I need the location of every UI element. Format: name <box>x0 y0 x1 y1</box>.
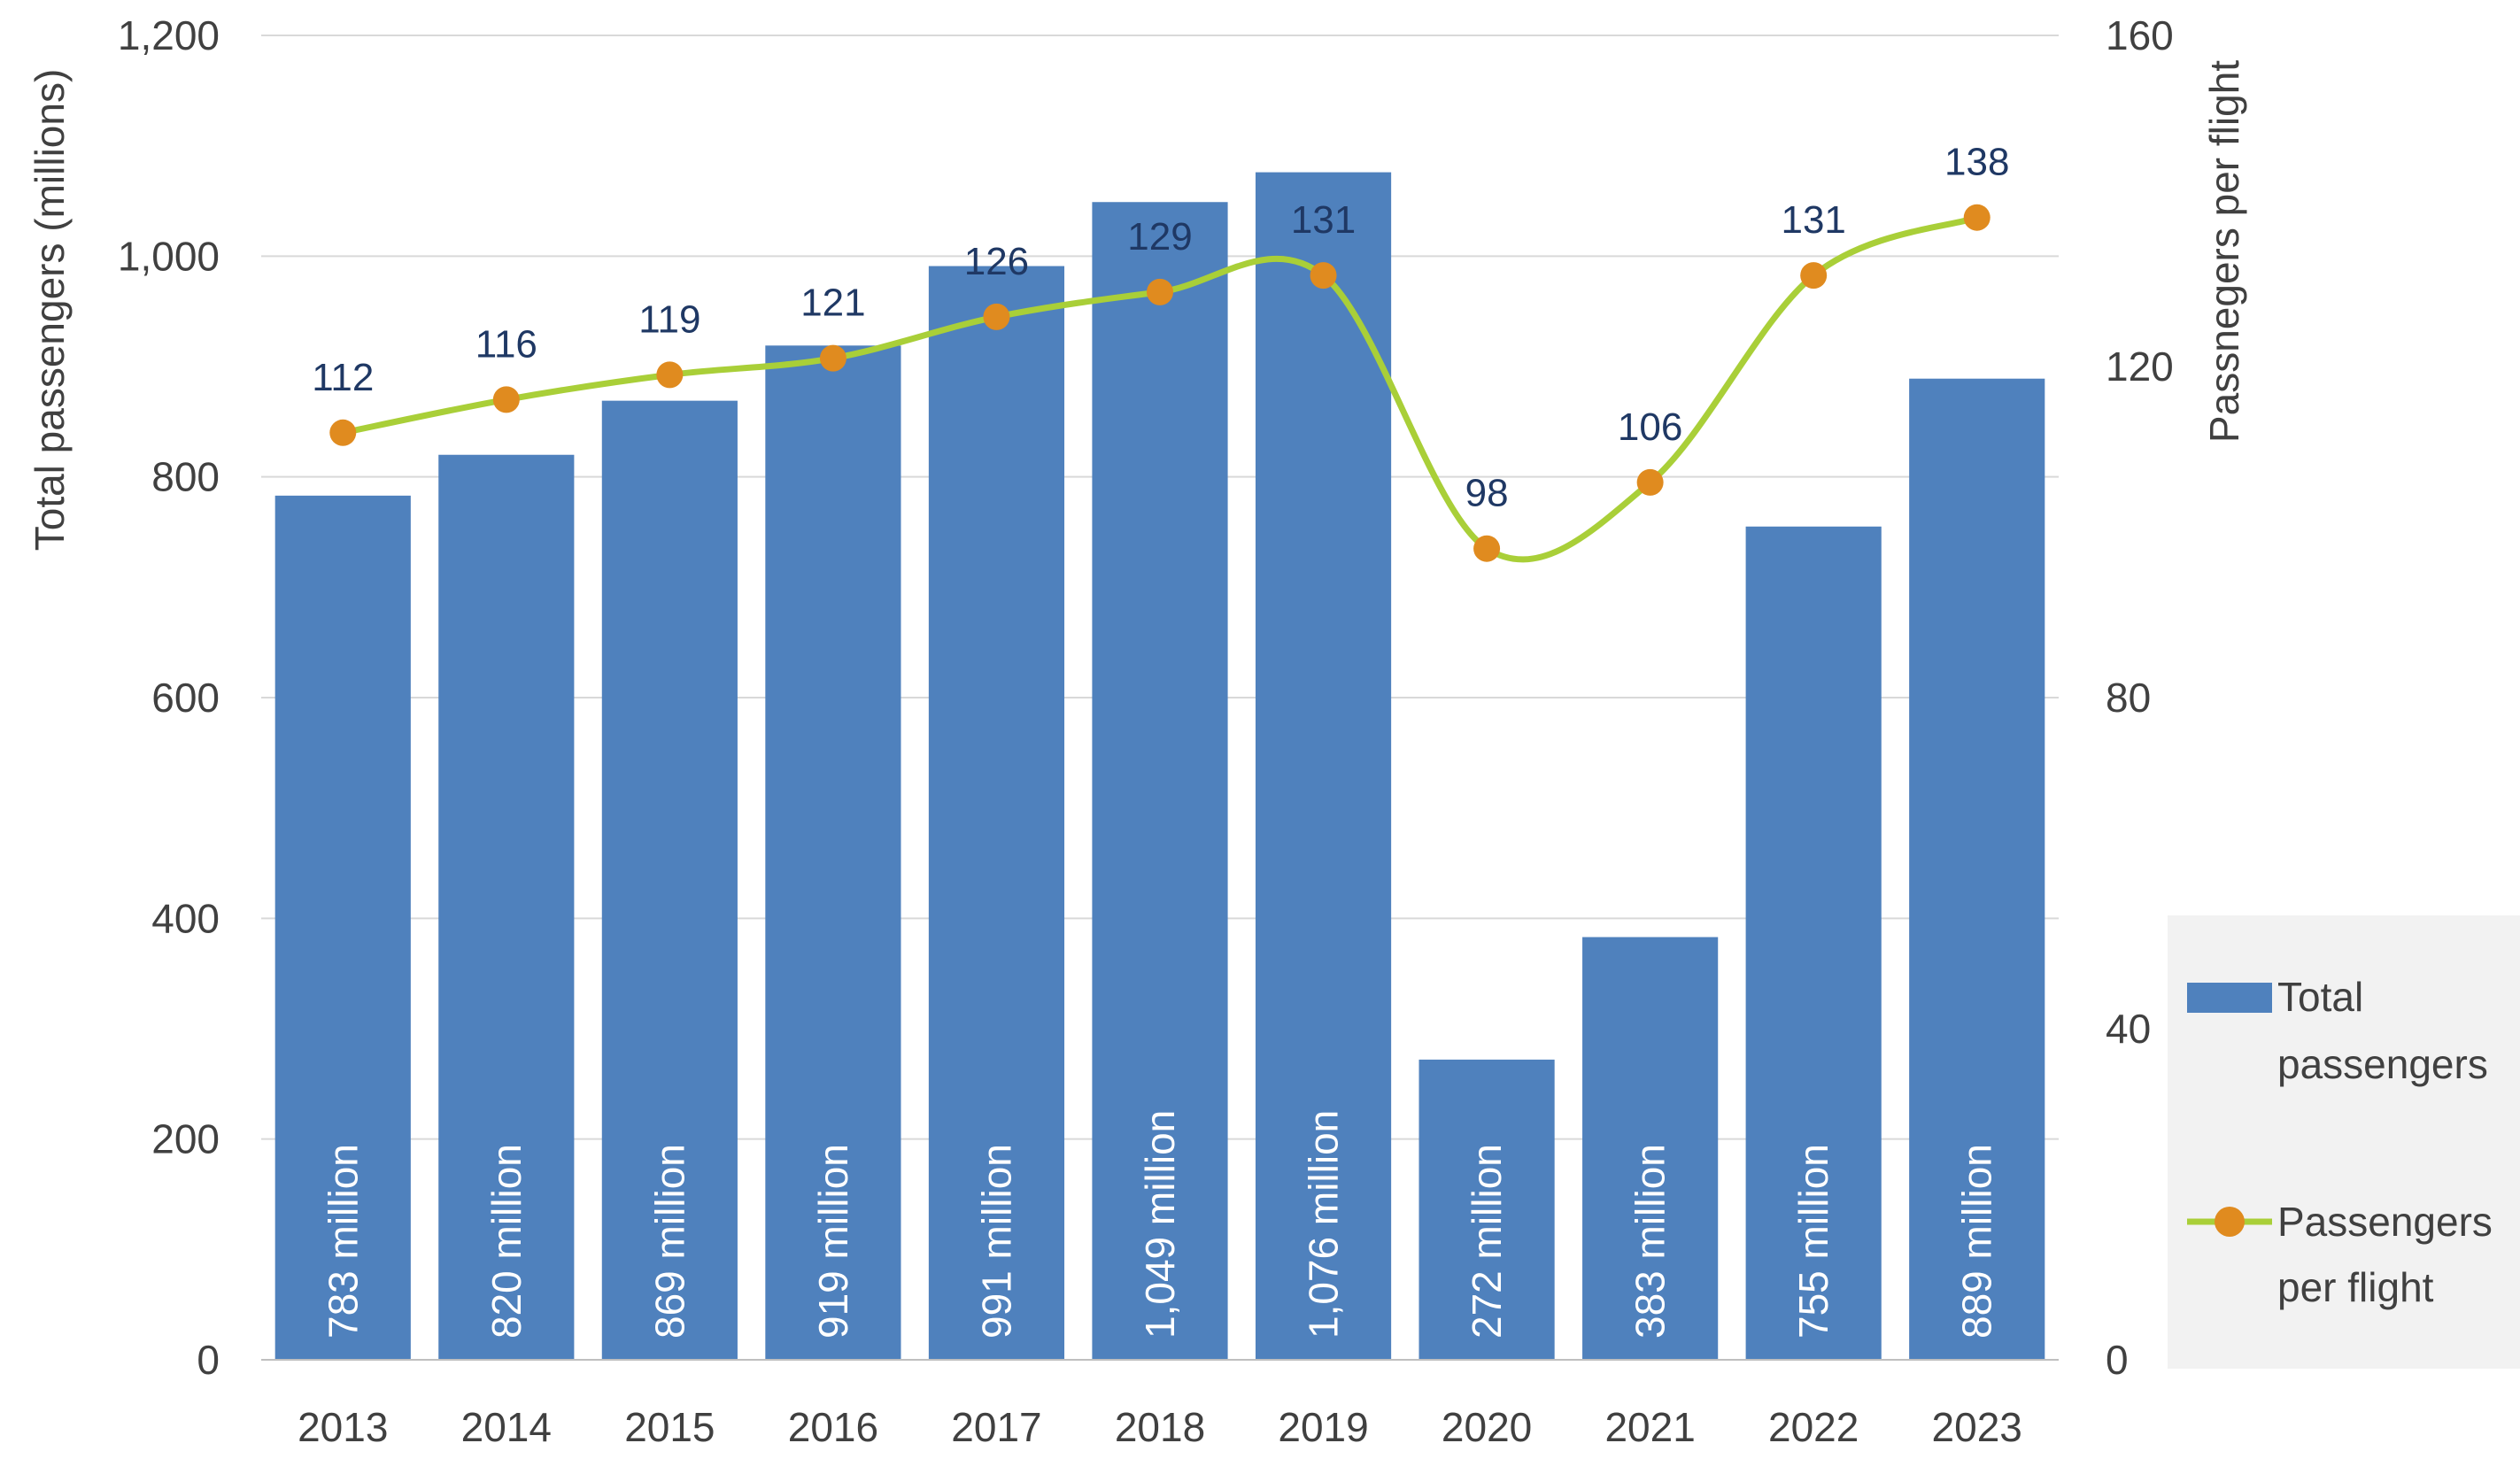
line-series <box>329 204 1990 563</box>
bar-data-labels: 783 million 820 million 869 million 919 mil… <box>320 1110 1999 1339</box>
legend-swatch-marker <box>2215 1207 2245 1237</box>
line-point-2020 <box>1473 535 1501 562</box>
left-tick-label: 200 <box>151 1116 220 1162</box>
bar-data-label: 1,049 million <box>1137 1110 1183 1339</box>
left-tick-label: 800 <box>151 454 220 500</box>
line-point-2014 <box>492 386 520 413</box>
right-tick-label: 80 <box>2106 675 2151 721</box>
line-data-label: 119 <box>638 297 700 341</box>
line-data-label: 126 <box>964 240 1029 283</box>
right-axis-title: Passnegers per flight <box>2201 60 2247 443</box>
x-tick-label: 2019 <box>1278 1404 1368 1450</box>
bar-data-label: 1,076 million <box>1301 1110 1347 1339</box>
bar-2014 <box>438 454 575 1360</box>
left-tick-label: 400 <box>151 895 220 941</box>
line-data-label: 131 <box>1781 198 1845 242</box>
x-tick-label: 2017 <box>951 1404 1041 1450</box>
left-tick-label: 1,000 <box>118 233 220 279</box>
bar-2017 <box>928 266 1065 1360</box>
legend-label-passengers-per-flight-line2: per flight <box>2277 1264 2434 1310</box>
left-tick-label: 0 <box>197 1337 220 1383</box>
line-path <box>342 214 1978 563</box>
x-tick-label: 2023 <box>1932 1404 2022 1450</box>
bar-data-label: 755 million <box>1790 1144 1836 1339</box>
line-point-2023 <box>1963 204 1990 231</box>
left-tick-label: 600 <box>151 675 220 721</box>
line-point-2019 <box>1310 262 1337 289</box>
left-axis-ticks: 0 200 400 600 800 1,000 1,200 <box>118 12 220 1383</box>
x-tick-label: 2016 <box>788 1404 878 1450</box>
line-data-label: 129 <box>1127 215 1192 259</box>
line-point-2021 <box>1636 468 1664 496</box>
bar-2015 <box>601 400 738 1360</box>
line-data-label: 106 <box>1618 405 1682 449</box>
x-tick-label: 2013 <box>298 1404 388 1450</box>
line-data-label: 116 <box>475 322 537 366</box>
bar-2016 <box>765 345 901 1360</box>
bar-data-label: 889 million <box>1954 1144 2000 1339</box>
right-tick-label: 120 <box>2106 343 2174 390</box>
bar-data-label: 869 million <box>646 1144 692 1339</box>
right-tick-label: 40 <box>2106 1006 2151 1052</box>
x-tick-label: 2022 <box>1768 1404 1859 1450</box>
bar-2020 <box>1418 1059 1555 1360</box>
right-tick-label: 0 <box>2106 1337 2129 1383</box>
line-data-labels: 112 116 119 121 126 129 131 98 106 131 138 <box>312 141 2009 515</box>
right-axis-ticks: 0 40 80 120 160 <box>2106 12 2174 1383</box>
right-tick-label: 160 <box>2106 12 2174 58</box>
bar-2013 <box>274 495 411 1360</box>
x-tick-label: 2020 <box>1442 1404 1532 1450</box>
line-data-label: 121 <box>800 282 865 325</box>
line-point-2017 <box>983 303 1010 330</box>
x-tick-label: 2015 <box>624 1404 715 1450</box>
bar-data-label: 820 million <box>483 1144 530 1339</box>
bar-data-label: 383 million <box>1627 1144 1674 1339</box>
line-point-2013 <box>329 419 357 446</box>
line-point-2018 <box>1147 278 1173 305</box>
line-data-label: 138 <box>1944 141 2009 184</box>
bar-series <box>274 172 2045 1360</box>
x-axis-ticks: 2013 2014 2015 2016 2017 2018 2019 2020 2021 2022… <box>298 1404 2022 1450</box>
legend-swatch-total-passengers <box>2187 983 2272 1013</box>
bar-data-label: 919 million <box>810 1144 856 1339</box>
line-data-label: 112 <box>312 356 374 399</box>
bar-2023 <box>1909 378 2045 1360</box>
legend-label-passengers-per-flight-line1: Passengers <box>2277 1199 2493 1245</box>
bar-2018 <box>1092 202 1228 1360</box>
line-point-2015 <box>656 361 684 389</box>
line-point-2022 <box>1800 262 1828 289</box>
x-tick-label: 2018 <box>1115 1404 1205 1450</box>
bar-data-label: 991 million <box>973 1144 1019 1339</box>
x-tick-label: 2021 <box>1604 1404 1695 1450</box>
line-data-label: 98 <box>1465 472 1509 515</box>
legend: Total passengers Passengers per flight <box>2168 915 2520 1369</box>
bar-2021 <box>1582 937 1719 1360</box>
x-tick-label: 2014 <box>461 1404 552 1450</box>
bar-2022 <box>1745 526 1882 1360</box>
line-data-label: 131 <box>1291 198 1356 242</box>
bar-data-label: 272 million <box>1464 1144 1510 1339</box>
bar-2019 <box>1255 172 1392 1360</box>
left-tick-label: 1,200 <box>118 12 220 58</box>
left-axis-title: Total passengers (millions) <box>27 69 73 552</box>
line-point-2016 <box>819 344 846 372</box>
legend-label-total-passengers-line2: passengers <box>2277 1041 2488 1087</box>
legend-label-total-passengers-line1: Total <box>2277 974 2363 1020</box>
bar-data-label: 783 million <box>320 1144 366 1339</box>
